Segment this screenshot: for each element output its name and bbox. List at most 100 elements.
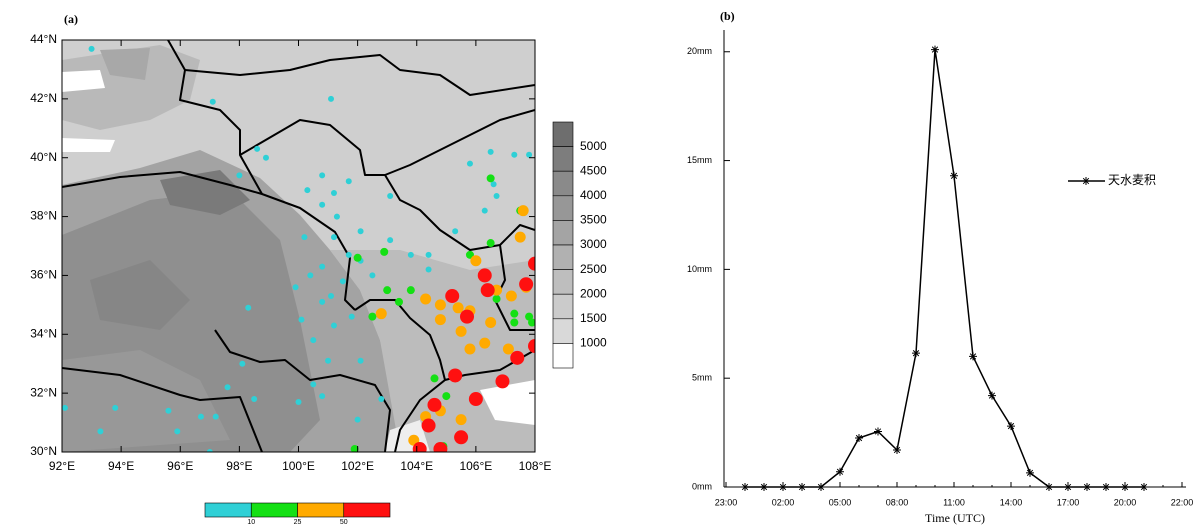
point-marker	[836, 468, 844, 476]
precip-colorbar-label: 25	[294, 519, 302, 526]
station-dot	[510, 351, 524, 365]
x-tick-label: 98°E	[226, 459, 252, 473]
terrain-colorbar-label: 1000	[580, 336, 607, 350]
point-marker	[798, 483, 806, 491]
x-tick-label: 05:00	[829, 497, 852, 507]
station-dot	[407, 286, 415, 294]
point-marker	[931, 46, 939, 54]
terrain-colorbar-box	[553, 196, 573, 221]
x-tick-label: 02:00	[772, 497, 795, 507]
precip-colorbar-label: 50	[340, 519, 348, 526]
station-dot	[369, 272, 375, 278]
station-dot	[445, 289, 459, 303]
station-dot	[526, 152, 532, 158]
station-dot	[225, 384, 231, 390]
station-dot	[453, 302, 464, 313]
station-dot	[380, 248, 388, 256]
x-tick-label: 22:00	[1171, 497, 1194, 507]
station-dot	[433, 442, 447, 456]
station-dot	[358, 228, 364, 234]
station-dot	[349, 314, 355, 320]
station-dot	[427, 398, 441, 412]
terrain-colorbar-box	[553, 270, 573, 295]
point-marker	[1045, 483, 1053, 491]
station-dot	[97, 428, 103, 434]
x-tick-label: 11:00	[943, 497, 965, 507]
terrain-colorbar-label: 4500	[580, 163, 607, 177]
station-dot	[239, 361, 245, 367]
station-dot	[487, 239, 495, 247]
station-dot	[395, 298, 403, 306]
station-dot	[331, 234, 337, 240]
precip-colorbar-label: 10	[247, 519, 255, 526]
station-dot	[328, 96, 334, 102]
station-dot	[251, 396, 257, 402]
station-dot	[355, 417, 361, 423]
terrain-colorbar-box	[553, 220, 573, 245]
station-dot	[456, 414, 467, 425]
point-marker	[1064, 483, 1072, 491]
station-dot	[331, 190, 337, 196]
station-dot	[448, 368, 462, 382]
station-dot	[325, 358, 331, 364]
station-dot	[479, 338, 490, 349]
station-dot	[435, 299, 446, 310]
series-line	[745, 50, 1144, 487]
station-dot	[426, 252, 432, 258]
y-tick-label: 32°N	[30, 385, 57, 399]
station-dot	[254, 146, 260, 152]
point-marker	[874, 428, 882, 436]
point-marker	[779, 483, 787, 491]
station-dot	[493, 295, 501, 303]
station-dot	[413, 442, 427, 456]
station-dot	[340, 278, 346, 284]
station-dot	[378, 396, 384, 402]
station-dot	[346, 252, 352, 258]
x-tick-label: 100°E	[282, 459, 315, 473]
station-dot	[319, 264, 325, 270]
station-dot	[165, 408, 171, 414]
station-dot	[210, 99, 216, 105]
x-tick-label: 23:00	[715, 497, 738, 507]
station-dot	[319, 172, 325, 178]
station-dot	[456, 326, 467, 337]
station-dot	[331, 322, 337, 328]
x-tick-label: 106°E	[459, 459, 492, 473]
station-dot	[481, 283, 495, 297]
station-dot	[346, 178, 352, 184]
y-tick-label: 36°N	[30, 268, 57, 282]
y-tick-label: 38°N	[30, 209, 57, 223]
station-dot	[213, 414, 219, 420]
y-tick-label: 42°N	[30, 91, 57, 105]
terrain-colorbar-box	[553, 319, 573, 344]
station-dot	[488, 149, 494, 155]
station-dot	[408, 252, 414, 258]
y-tick-label: 15mm	[687, 155, 712, 165]
y-tick-label: 30°N	[30, 444, 57, 458]
point-marker	[1121, 483, 1129, 491]
station-dot	[334, 214, 340, 220]
point-marker	[969, 352, 977, 360]
station-dot	[510, 319, 518, 327]
terrain	[62, 40, 535, 452]
station-dot	[319, 202, 325, 208]
station-dot	[478, 268, 492, 282]
station-dot	[467, 161, 473, 167]
station-dot	[263, 155, 269, 161]
y-tick-label: 20mm	[687, 46, 712, 56]
terrain-colorbar-label: 4000	[580, 188, 607, 202]
station-dot	[387, 237, 393, 243]
station-dot	[296, 399, 302, 405]
point-marker	[1140, 483, 1148, 491]
x-tick-label: 108°E	[519, 459, 552, 473]
station-dot	[454, 430, 468, 444]
station-dot	[482, 208, 488, 214]
terrain-colorbar-label: 5000	[580, 139, 607, 153]
station-dot	[319, 299, 325, 305]
station-dot	[310, 337, 316, 343]
x-tick-label: 14:00	[1000, 497, 1023, 507]
station-dot	[422, 419, 436, 433]
panel-label: (a)	[64, 12, 78, 26]
terrain-colorbar-box	[553, 294, 573, 319]
station-dot	[487, 174, 495, 182]
